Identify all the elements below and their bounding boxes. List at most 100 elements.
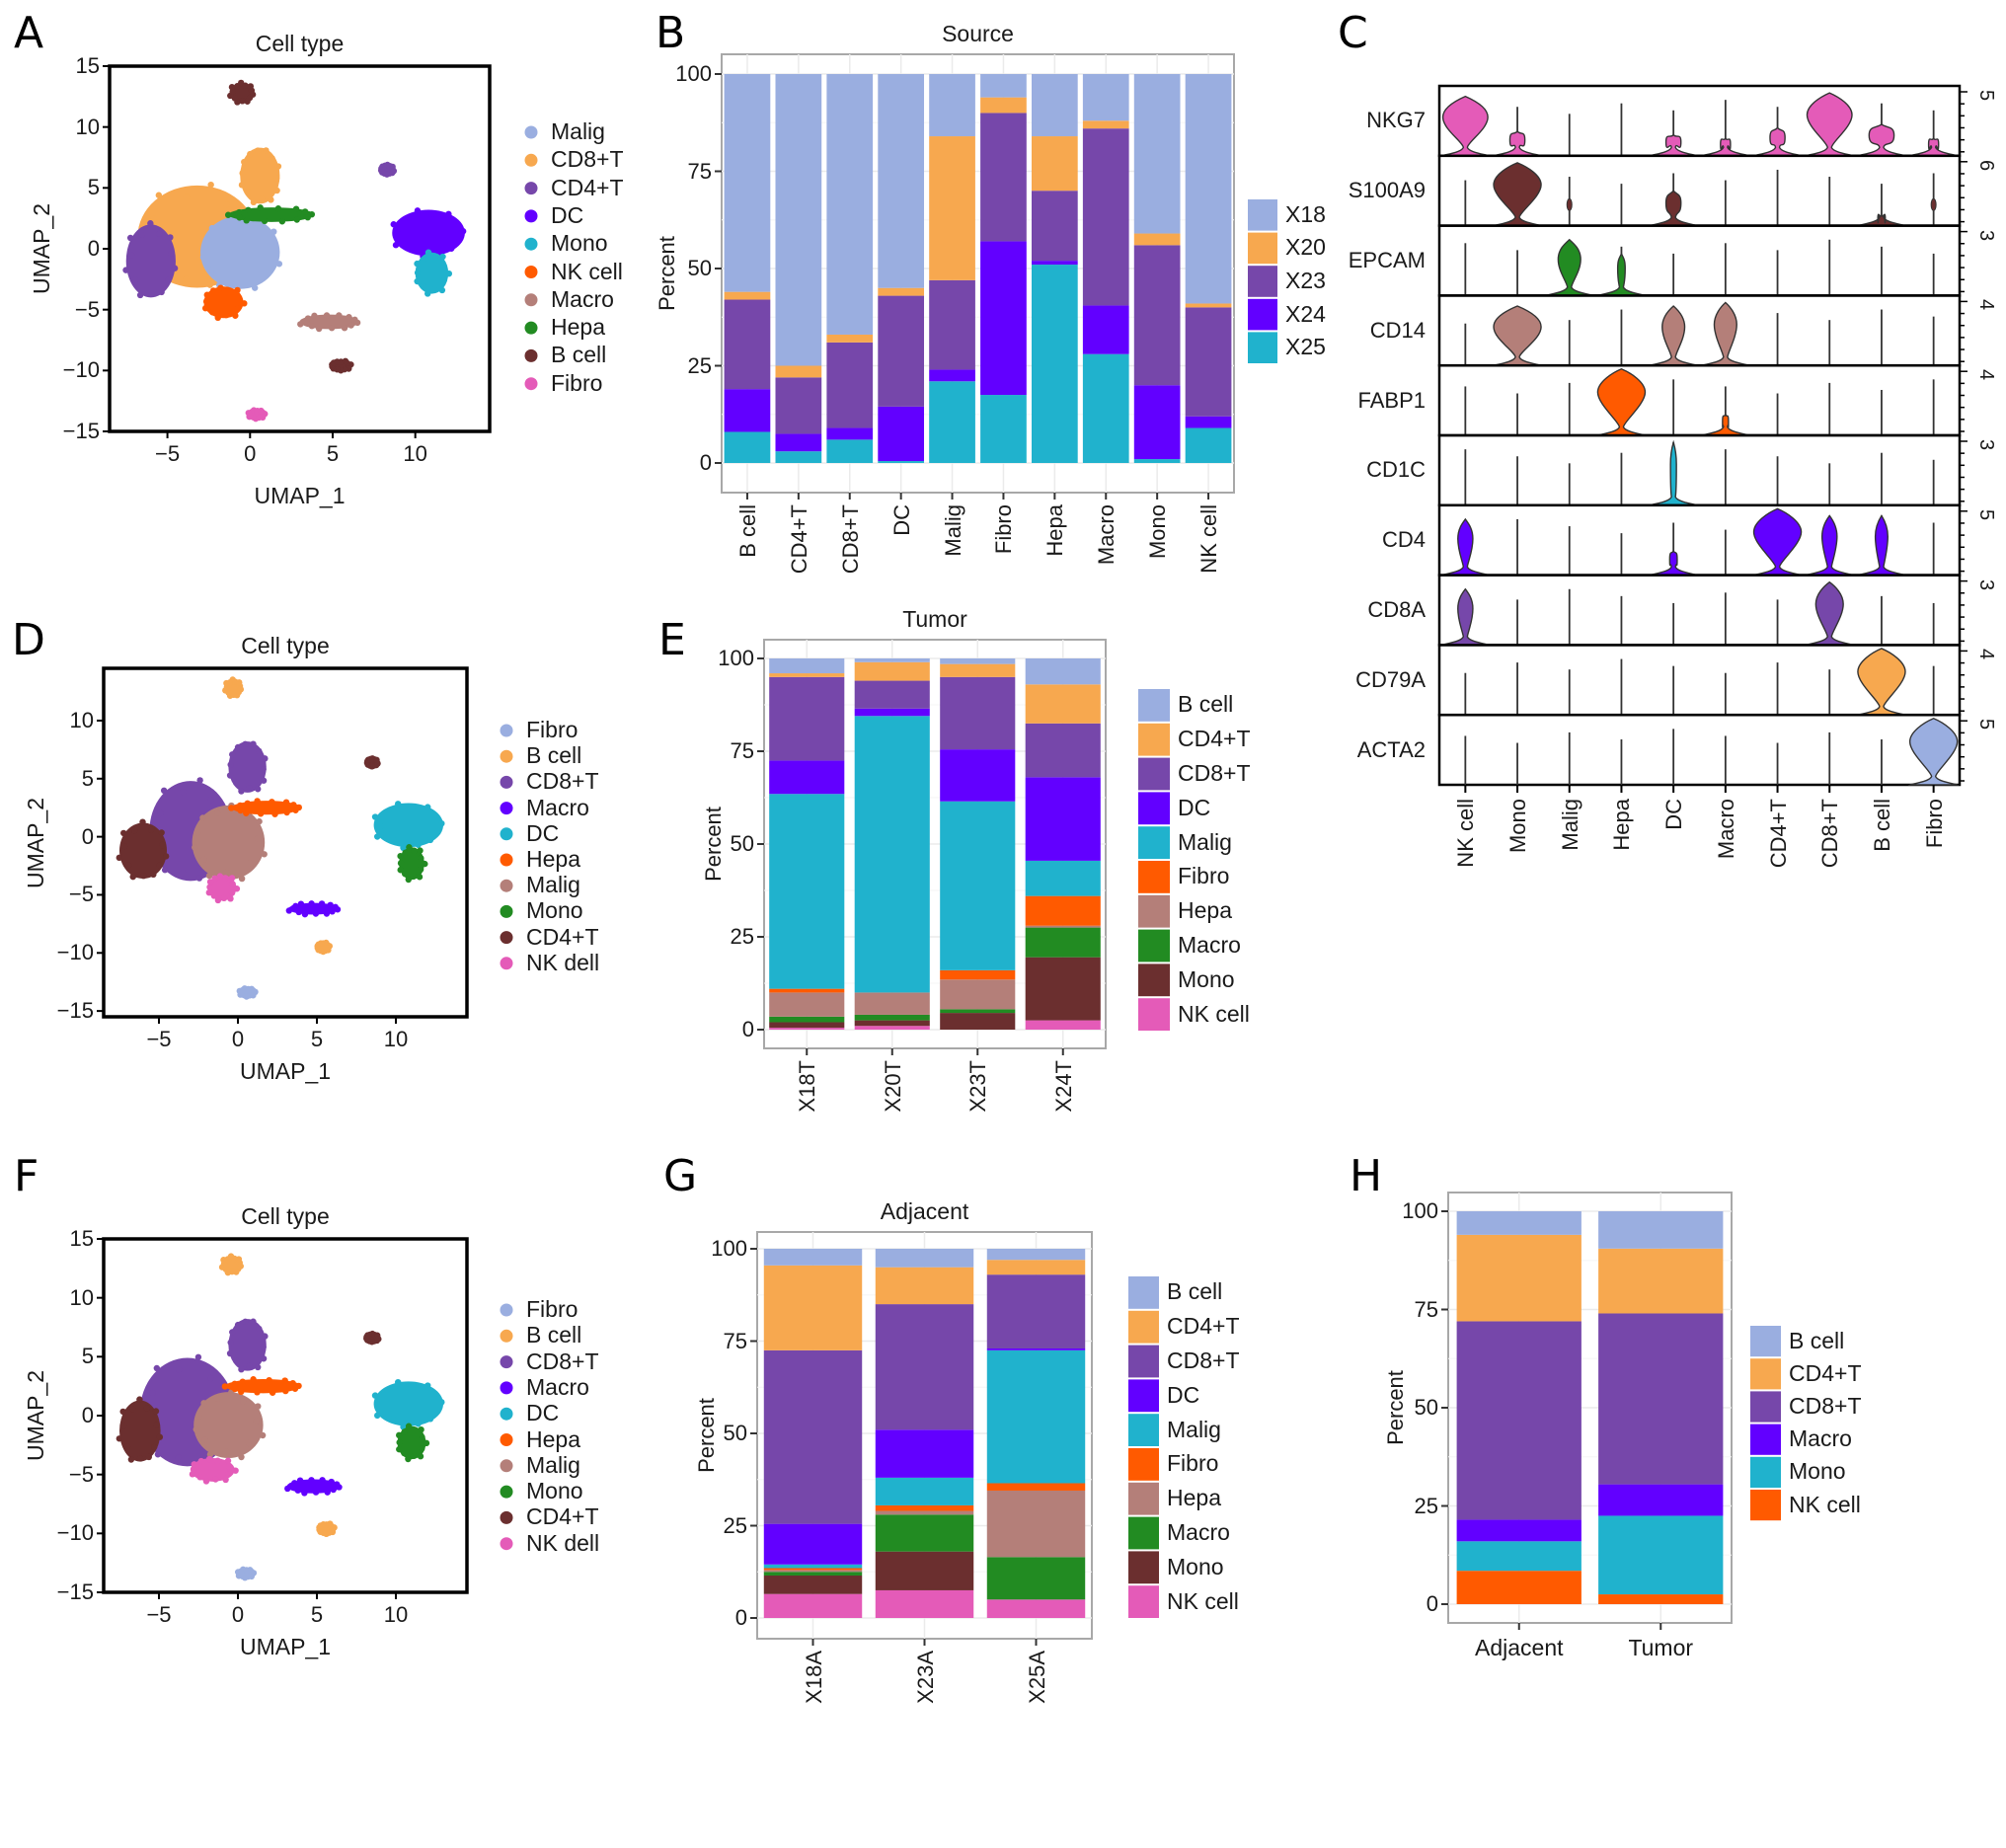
y-tick-label: 0 [81,823,94,849]
bar-segment-x20 [1082,120,1129,129]
cluster-point [229,1329,236,1336]
cluster-point [239,170,246,177]
violin-nk-cell [1439,517,1492,577]
cluster-point [420,256,427,264]
bar-segment-x20 [980,97,1027,114]
cluster-point [136,1396,143,1403]
bar-fibro [980,74,1027,463]
cluster-point [175,1454,182,1461]
cluster-point [401,1449,408,1457]
y-tick-label: 75 [723,1328,747,1353]
cluster-point [222,1448,230,1455]
legend-label: CD4+T [551,174,624,200]
legend-label: Fibro [1167,1450,1219,1477]
bar-segment-cd8-t [940,676,1016,750]
cluster-point [439,253,446,261]
cluster-point [245,1439,253,1447]
bar-segment-malig [875,1477,974,1505]
cluster-blob [193,1392,264,1458]
cluster-point [242,1318,249,1326]
cluster-point [158,829,165,836]
bar-segment-malig [986,1349,1086,1484]
gene-label: CD4 [1381,527,1426,553]
cluster-point [232,779,240,787]
cluster-point [222,312,230,319]
cluster-point [396,1431,403,1439]
legend-label: DC [1178,794,1211,820]
x-tick-label: 0 [231,1027,245,1051]
y-tick-label: 50 [687,256,712,280]
cluster-point [157,809,164,817]
bar-segment-mono [769,1022,845,1029]
row-max-label: 3 [1975,578,1997,590]
bar-x18t [769,658,845,1030]
cluster-point [295,908,302,916]
legend-dot [500,724,513,737]
cluster-point [431,253,438,261]
cluster-point [235,294,242,301]
cluster-point [236,214,243,221]
row-max-label: 4 [1975,649,1997,660]
cluster-point [127,252,135,259]
cluster-point [260,1344,267,1350]
cluster-point [323,312,331,319]
cluster-point [430,286,438,293]
cluster-point [302,318,309,325]
cluster-point [120,829,127,837]
bar-segment-nk-cell [875,1589,974,1618]
violin-shape [1699,301,1751,366]
violin-plot-C [1437,84,1967,793]
legend-key [1750,1358,1781,1390]
cluster-point [171,265,179,271]
bar-segment-b-cell [1598,1211,1724,1249]
violin-shape [1648,439,1700,506]
umap-plot-A [103,64,538,438]
cluster-point [422,860,428,868]
legend-key [1128,1310,1159,1344]
legend-label: CD8+T [1167,1348,1240,1373]
bar-segment-cd8-t [1025,723,1101,778]
gene-label: NKG7 [1366,108,1426,133]
bar-b-cell [724,74,771,463]
cluster-point [208,224,216,232]
bar-cd4-t [775,74,822,463]
cluster-point [168,250,175,258]
row-max-label: 5 [1975,719,1997,731]
legend-label: B cell [1789,1327,1845,1353]
cluster-point [284,1485,291,1493]
cluster-hepa [221,1376,302,1396]
bar-segment-x25 [1082,353,1129,463]
legend-key [1248,199,1277,231]
cluster-point [260,1355,268,1362]
y-tick-label: 75 [730,738,754,763]
cluster-point [282,799,290,806]
bar-segment-macro [986,1557,1086,1600]
cluster-mono [397,844,428,884]
cluster-point [228,889,236,896]
bar-segment-cd4-t [1598,1248,1724,1314]
cluster-point [452,219,459,226]
row-max-label: 3 [1975,439,1997,451]
cluster-point [207,181,214,189]
cluster-blob [240,147,280,204]
cluster-point [371,813,379,820]
legend-label: CD4+T [1178,726,1251,752]
y-tick-label: 15 [75,53,100,78]
cluster-point [235,1256,243,1263]
violin-b-cell [1855,648,1908,716]
legend-dot [500,853,513,867]
x-tick-label: Adjacent [1474,1635,1564,1660]
bar-segment-nk-cell [769,1028,845,1030]
bar-segment-x23 [775,377,822,434]
cluster-point [242,740,249,747]
legend-dot [500,827,513,841]
bar-segment-hepa [854,992,930,1015]
bar-segment-x24 [1185,416,1232,428]
cluster-point [347,322,354,329]
y-tick-label: −10 [56,1520,94,1546]
legend-label: CD4+T [1167,1313,1240,1340]
bar-adjacent [1456,1211,1582,1604]
cluster-point [397,860,405,867]
cluster-point [224,219,232,227]
legend-label: Mono [1167,1553,1224,1579]
